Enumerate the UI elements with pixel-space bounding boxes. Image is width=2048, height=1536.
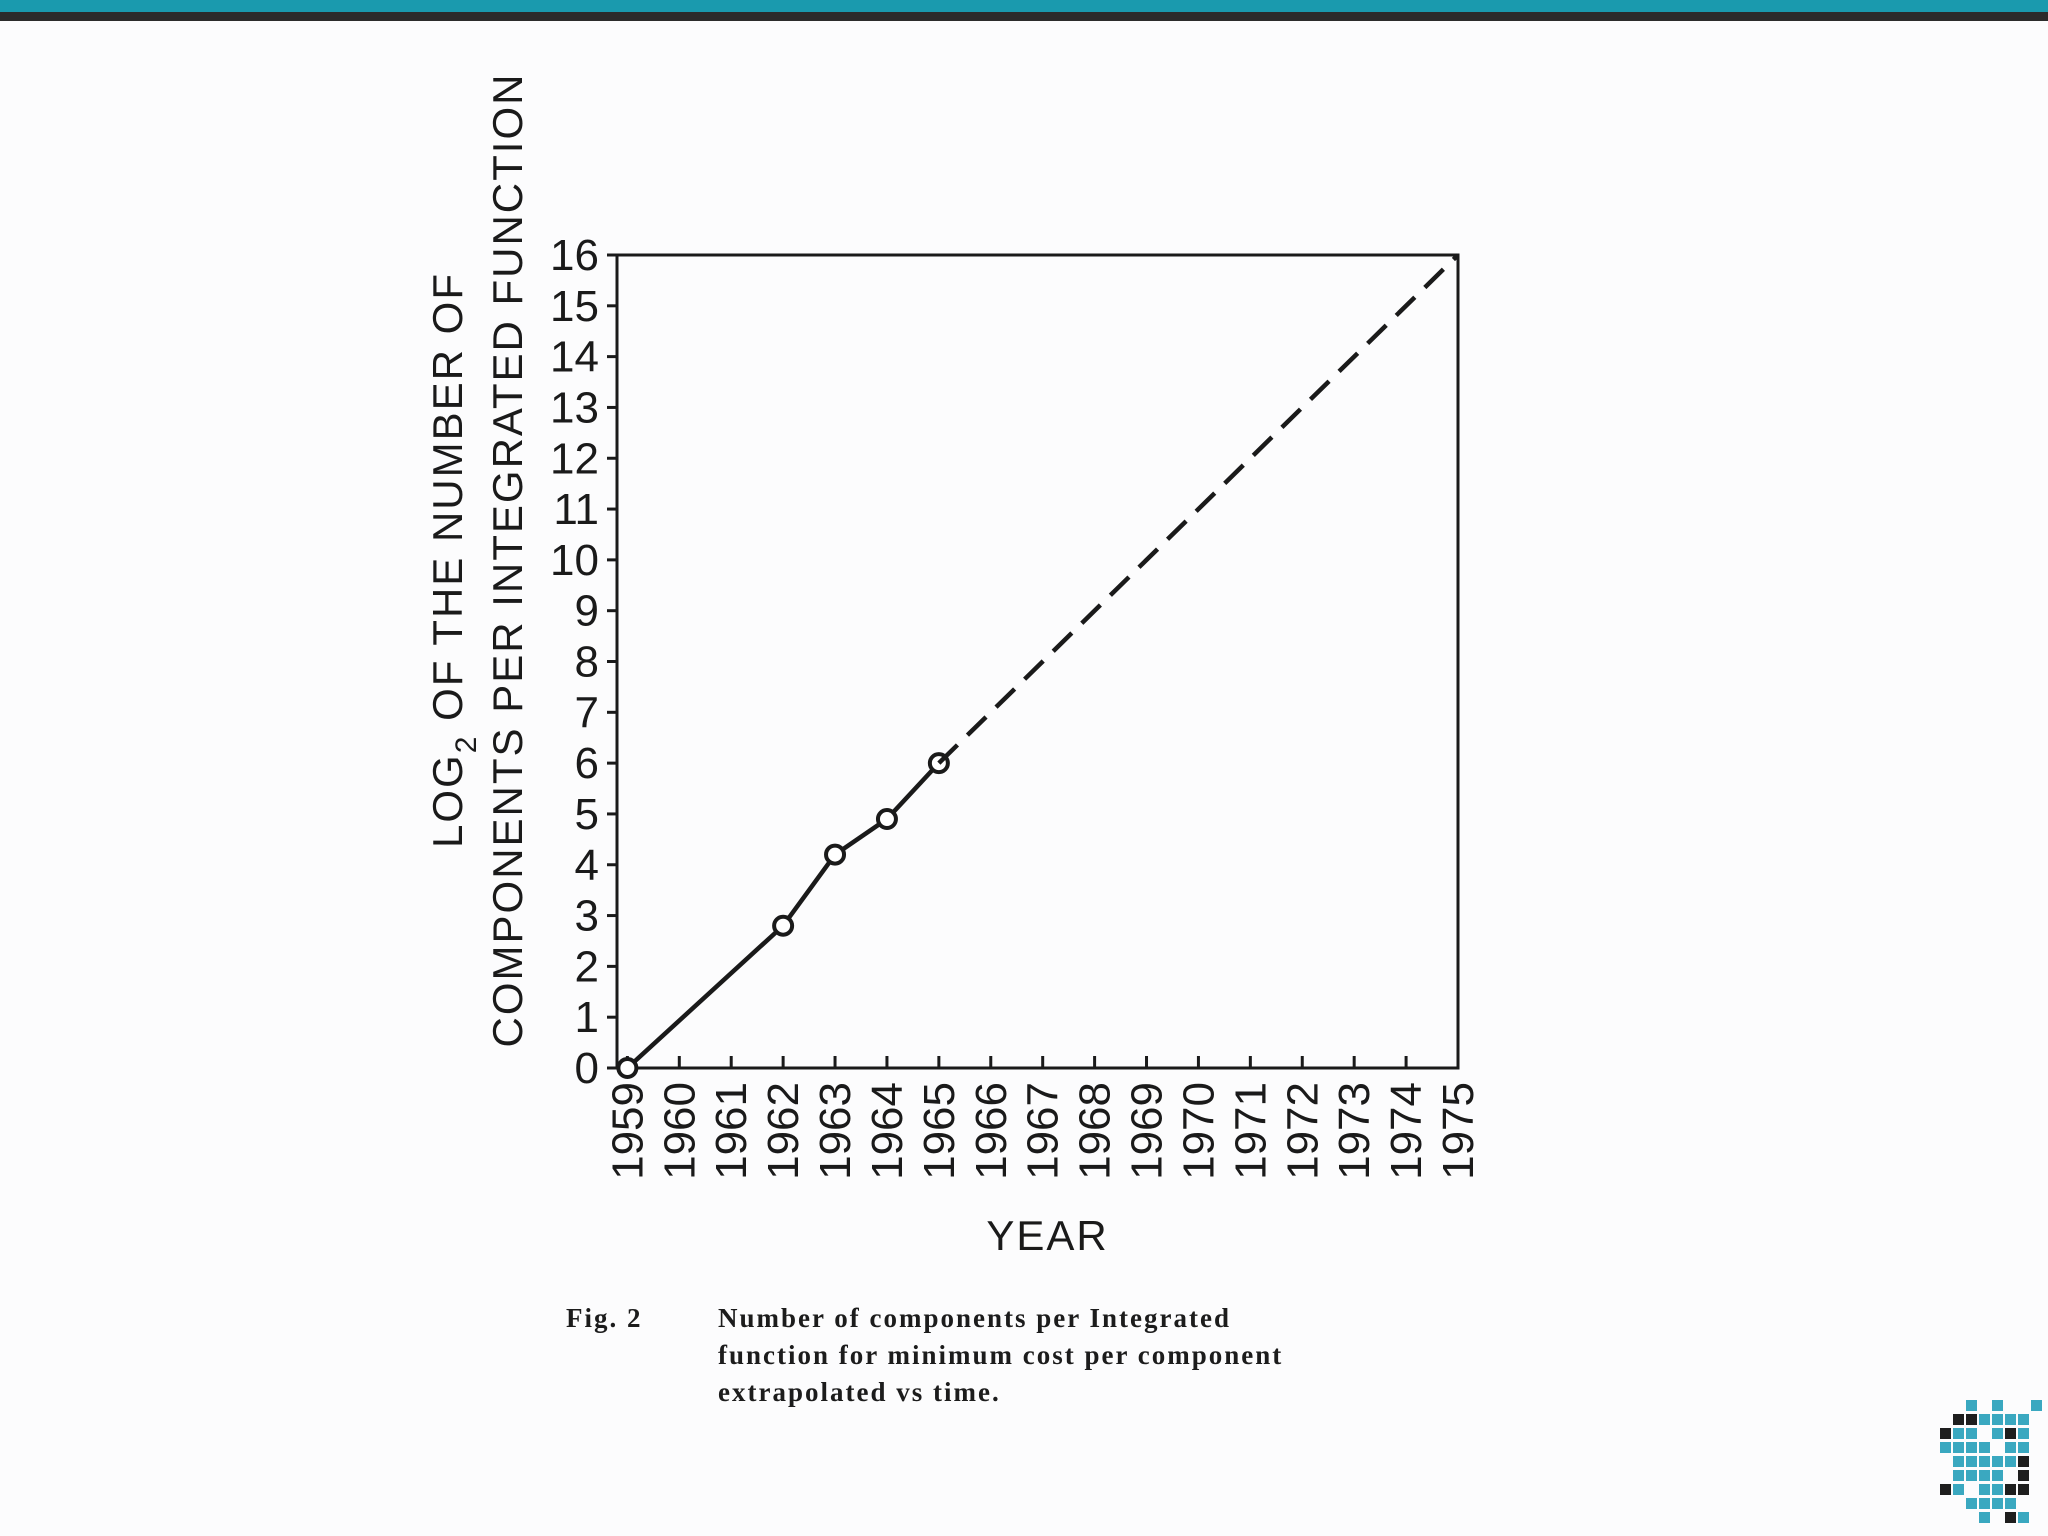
logo-pixel (2005, 1456, 2016, 1467)
y-tick-label: 7 (575, 688, 599, 737)
logo-pixel (2018, 1456, 2029, 1467)
logo-pixel (1992, 1498, 2003, 1509)
logo-pixel (1953, 1470, 1964, 1481)
y-tick-label: 1 (575, 993, 599, 1042)
y-tick-label: 16 (550, 231, 599, 280)
logo-pixel (2018, 1512, 2029, 1523)
y-tick-label: 11 (553, 485, 599, 534)
logo-pixel (2018, 1484, 2029, 1495)
logo-pixel (2005, 1428, 2016, 1439)
logo-pixel (1940, 1428, 1951, 1439)
logo-pixel (1979, 1512, 1990, 1523)
y-tick-label: 12 (550, 434, 599, 483)
logo-pixel (1992, 1414, 2003, 1425)
y-tick-label: 6 (575, 739, 599, 788)
logo-pixel (1966, 1414, 1977, 1425)
y-tick-label: 4 (575, 841, 599, 890)
logo-pixel (1953, 1456, 1964, 1467)
logo-pixel (1953, 1428, 1964, 1439)
x-tick-label: 1971 (1226, 1082, 1275, 1180)
logo-pixel (1940, 1442, 1951, 1453)
x-tick-label: 1960 (655, 1082, 704, 1180)
logo-pixel (1966, 1400, 1977, 1411)
logo-pixel (1953, 1442, 1964, 1453)
extrapolated-series-line (937, 253, 1460, 765)
logo-pixel (1953, 1414, 1964, 1425)
y-tick-label: 0 (575, 1044, 599, 1093)
logo-pixel (1966, 1442, 1977, 1453)
y-tick-label: 9 (575, 587, 599, 636)
y-axis-title-subscript: 2 (450, 735, 483, 754)
logo-pixel (2005, 1512, 2016, 1523)
logo-pixel (1992, 1456, 2003, 1467)
x-tick-label: 1959 (603, 1082, 652, 1180)
y-axis-title-line2: COMPONENTS PER INTEGRATED FUNCTION (484, 73, 531, 1048)
x-tick-label: 1964 (863, 1082, 912, 1180)
caption-text: Number of components per Integrated func… (718, 1303, 1284, 1407)
y-tick-label: 5 (575, 790, 599, 839)
pixel-logo-icon (1940, 1400, 2042, 1523)
x-tick-label: 1970 (1174, 1082, 1223, 1180)
data-point (772, 914, 795, 937)
y-tick-label: 2 (575, 942, 599, 991)
logo-pixel (2005, 1414, 2016, 1425)
x-tick-label: 1974 (1382, 1082, 1431, 1180)
logo-pixel (1966, 1498, 1977, 1509)
logo-pixel (1979, 1414, 1990, 1425)
logo-pixel (1979, 1484, 1990, 1495)
logo-pixel (2005, 1498, 2016, 1509)
logo-pixel (2005, 1484, 2016, 1495)
logo-pixel (1979, 1498, 1990, 1509)
y-tick-label: 15 (550, 282, 599, 331)
logo-pixel (1992, 1470, 2003, 1481)
logo-pixel (1966, 1456, 1977, 1467)
logo-pixel (2018, 1442, 2029, 1453)
data-point (875, 808, 898, 831)
logo-pixel (1979, 1442, 1990, 1453)
logo-pixel (1966, 1428, 1977, 1439)
logo-pixel (2018, 1470, 2029, 1481)
x-tick-label: 1968 (1071, 1082, 1120, 1180)
y-tick-label: 14 (550, 333, 599, 382)
logo-pixel (1940, 1484, 1951, 1495)
top-dark-bar (0, 12, 2048, 21)
logo-pixel (2031, 1400, 2042, 1411)
logo-pixel (2005, 1442, 2016, 1453)
logo-pixel (1992, 1400, 2003, 1411)
logo-pixel (1953, 1484, 1964, 1495)
x-tick-label: 1965 (915, 1082, 964, 1180)
x-tick-label: 1972 (1278, 1082, 1327, 1180)
plot-frame (615, 253, 1460, 1070)
y-tick-label: 10 (550, 536, 599, 585)
y-tick-label: 13 (550, 383, 599, 432)
logo-pixel (1966, 1470, 1977, 1481)
x-tick-label: 1963 (811, 1082, 860, 1180)
logo-pixel (1992, 1484, 2003, 1495)
logo-pixel (1992, 1428, 2003, 1439)
caption-label: Fig. 2 (566, 1303, 643, 1333)
data-point (824, 843, 847, 866)
y-axis-title-line1: LOG2 OF THE NUMBER OF (424, 272, 483, 848)
x-tick-label: 1967 (1019, 1082, 1068, 1180)
x-tick-label: 1961 (707, 1082, 756, 1180)
y-axis-title-log: LOG (424, 753, 471, 848)
y-tick-label: 3 (575, 892, 599, 941)
logo-pixel (1979, 1470, 1990, 1481)
y-axis-title-rest: OF THE NUMBER OF (424, 272, 471, 735)
x-tick-label: 1973 (1330, 1082, 1379, 1180)
x-axis-title: YEAR (986, 1212, 1108, 1259)
logo-pixel (2018, 1414, 2029, 1425)
x-tick-label: 1975 (1434, 1082, 1483, 1180)
logo-pixel (2018, 1428, 2029, 1439)
x-tick-label: 1969 (1123, 1082, 1172, 1180)
top-accent-bar (0, 0, 2048, 12)
data-point (616, 1057, 639, 1079)
logo-pixel (1979, 1456, 1990, 1467)
x-tick-label: 1966 (967, 1082, 1016, 1180)
x-tick-label: 1962 (759, 1082, 808, 1180)
y-tick-label: 8 (575, 638, 599, 687)
